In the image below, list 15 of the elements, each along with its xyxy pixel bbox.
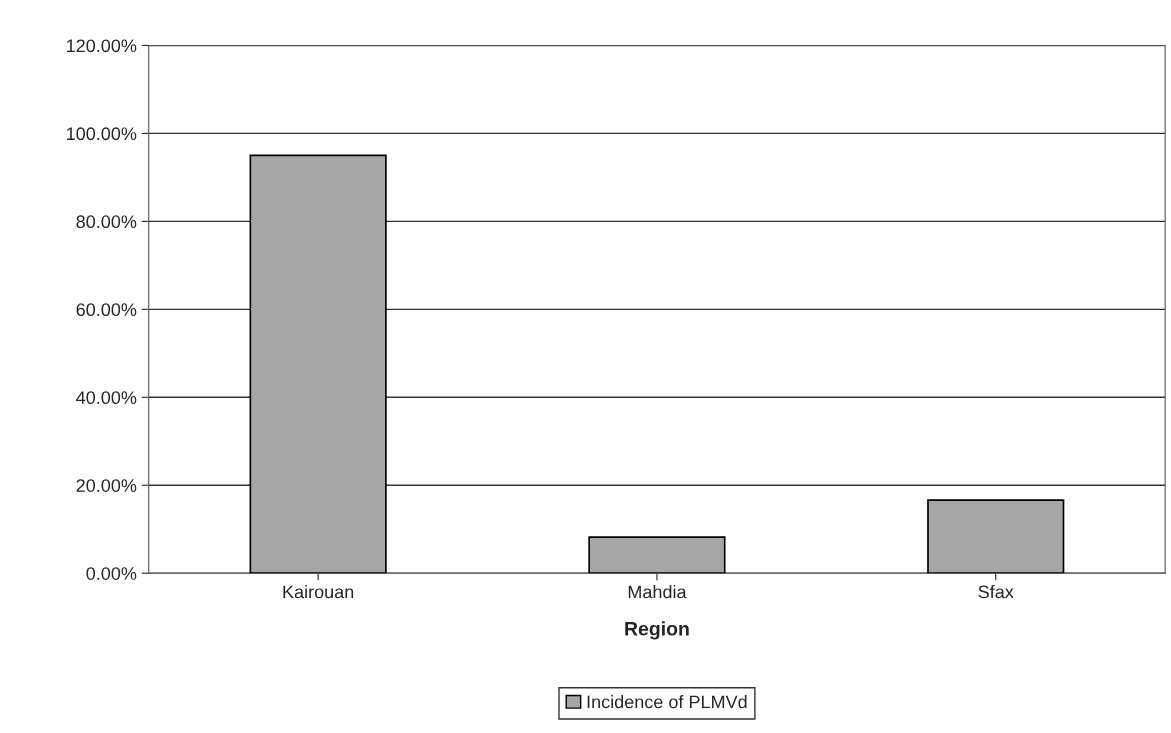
legend-label: Incidence of PLMVd <box>587 695 747 709</box>
bar <box>249 154 387 574</box>
x-tick-label: Kairouan <box>283 585 354 599</box>
x-tick-label: Sfax <box>978 585 1014 599</box>
bar <box>927 499 1065 574</box>
bar <box>588 536 726 574</box>
y-tick-label: 20.00% <box>76 479 137 492</box>
y-tick-label: 80.00% <box>76 215 137 229</box>
y-tick-label: 0.00% <box>86 567 137 580</box>
x-tick-label: Mahdia <box>628 585 687 599</box>
y-tick-label: 60.00% <box>76 303 137 317</box>
y-tick-label: 100.00% <box>67 127 137 141</box>
x-axis-title: Region <box>625 621 689 640</box>
y-tick-label: 120.00% <box>67 39 137 53</box>
y-tick-label: 40.00% <box>76 391 137 405</box>
